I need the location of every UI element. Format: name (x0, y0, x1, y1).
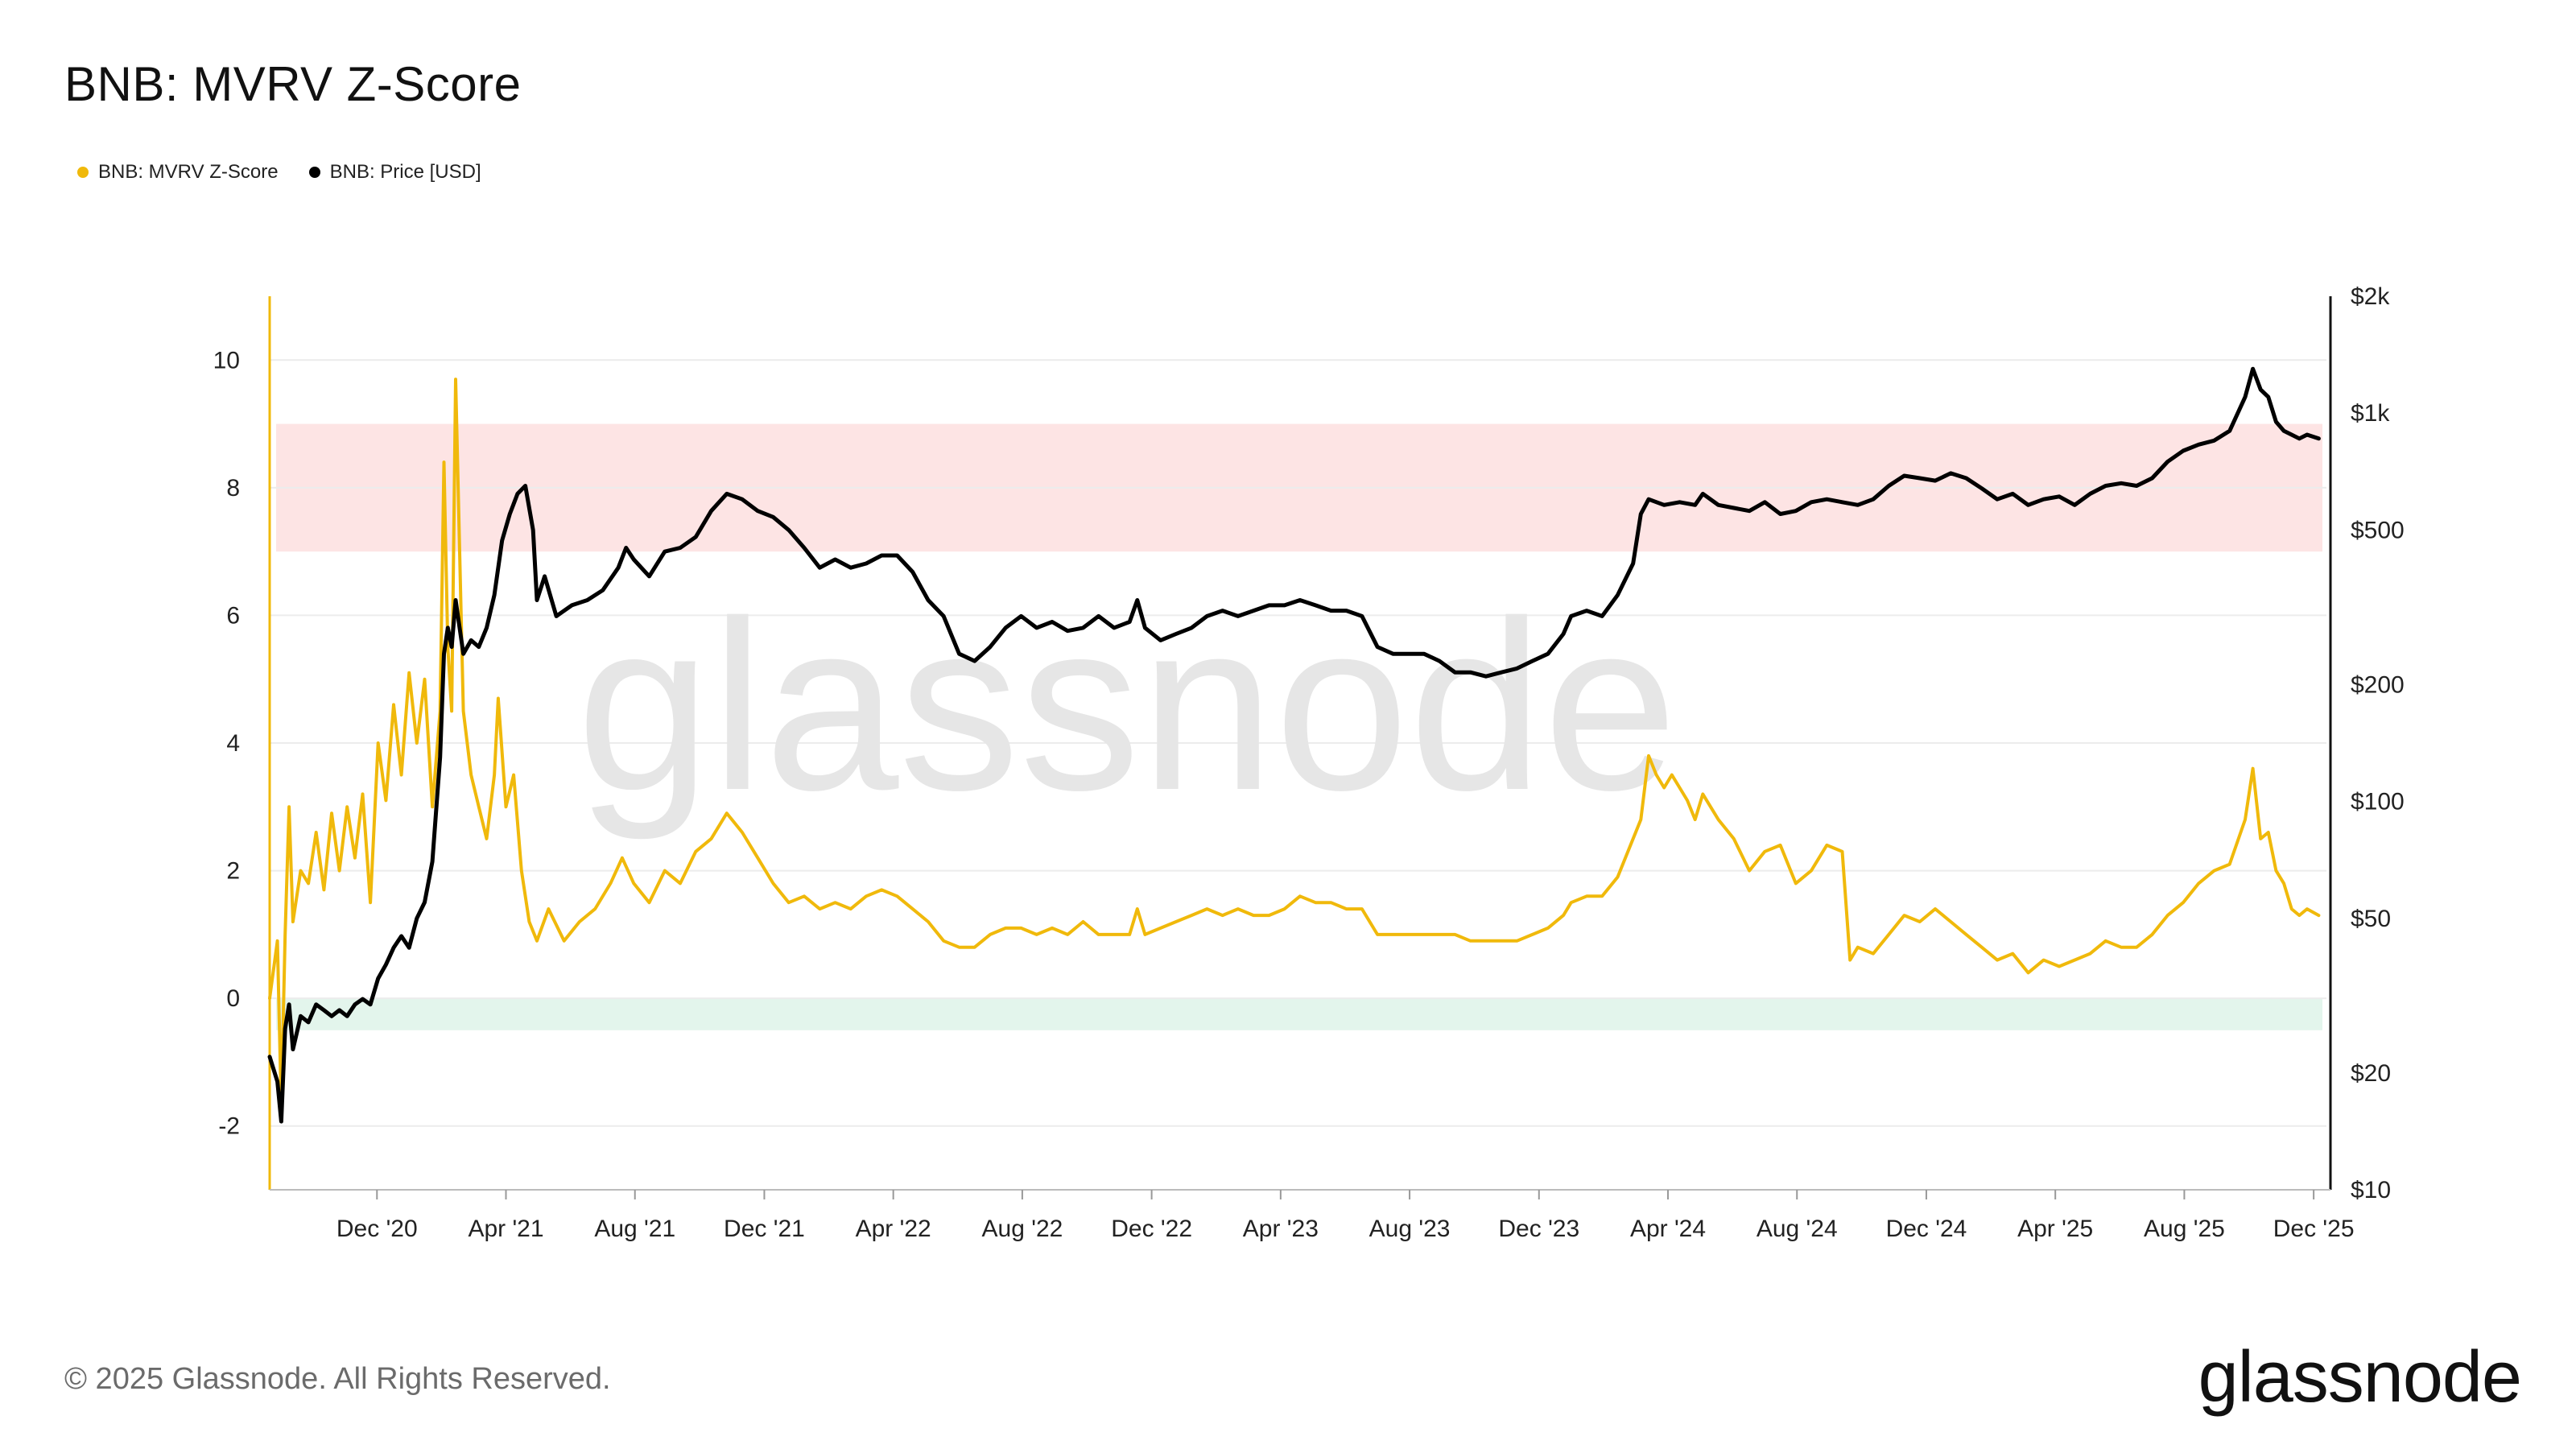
legend: BNB: MVRV Z-Score BNB: Price [USD] (77, 161, 481, 184)
x-tick-label: Aug '24 (1757, 1216, 1838, 1242)
x-tick-label: Dec '21 (724, 1216, 805, 1242)
legend-marker-zscore (77, 167, 89, 178)
x-tick-label: Aug '25 (2144, 1216, 2225, 1242)
legend-item-zscore[interactable]: BNB: MVRV Z-Score (77, 161, 279, 184)
x-tick-label: Dec '24 (1886, 1216, 1967, 1242)
x-tick-label: Dec '25 (2273, 1216, 2355, 1242)
right-tick-label: $10 (2351, 1177, 2391, 1203)
x-tick-label: Apr '23 (1243, 1216, 1319, 1242)
legend-label-zscore: BNB: MVRV Z-Score (98, 161, 279, 183)
left-tick-label: 0 (226, 985, 240, 1012)
x-tick-label: Dec '23 (1498, 1216, 1579, 1242)
left-tick-label: 2 (226, 858, 240, 885)
right-tick-label: $100 (2351, 789, 2405, 815)
x-tick-label: Apr '25 (2017, 1216, 2093, 1242)
left-tick-label: 4 (226, 730, 240, 757)
left-tick-label: 10 (213, 347, 240, 374)
x-tick-label: Aug '23 (1369, 1216, 1451, 1242)
x-tick-label: Aug '21 (594, 1216, 675, 1242)
right-tick-label: $2k (2351, 283, 2390, 310)
left-tick-label: 8 (226, 475, 240, 502)
right-tick-label: $20 (2351, 1060, 2391, 1087)
x-tick-label: Dec '20 (336, 1216, 418, 1242)
series-line-price (267, 366, 2321, 1124)
watermark-text: glassnode (576, 570, 1678, 842)
left-tick-label: 6 (226, 602, 240, 629)
right-tick-label: $500 (2351, 517, 2405, 543)
legend-marker-price (308, 167, 320, 178)
legend-label-price: BNB: Price [USD] (329, 161, 481, 183)
glassnode-logo[interactable]: glassnode (2198, 1337, 2522, 1418)
chart-title: BNB: MVRV Z-Score (64, 57, 522, 111)
x-tick-label: Apr '22 (856, 1216, 931, 1242)
legend-item-price[interactable]: BNB: Price [USD] (308, 161, 481, 184)
axes (268, 296, 2332, 1199)
left-tick-label: -2 (218, 1113, 240, 1140)
series-line-zscore (268, 378, 2321, 1108)
x-tick-label: Apr '21 (468, 1216, 543, 1242)
x-tick-label: Apr '24 (1630, 1216, 1706, 1242)
right-tick-label: $200 (2351, 671, 2405, 698)
right-tick-label: $1k (2351, 400, 2390, 427)
x-tick-label: Aug '22 (982, 1216, 1063, 1242)
footer-copyright: © 2025 Glassnode. All Rights Reserved. (64, 1362, 611, 1396)
right-tick-label: $50 (2351, 906, 2391, 932)
tick-labels: -2 0 2 4 6 8 10 $10 $20 $50 $100 $200 $500 $1k $2k Dec … (213, 283, 2405, 1242)
series-lines (267, 366, 2321, 1124)
x-tick-label: Dec '22 (1111, 1216, 1192, 1242)
zone-undervalued (276, 998, 2322, 1030)
